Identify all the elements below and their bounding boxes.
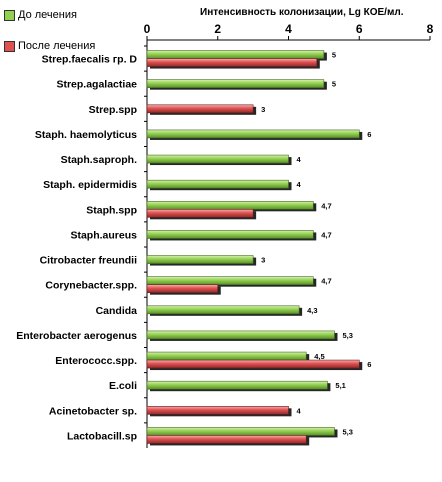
category-label: Enterococc.spp. [55, 355, 137, 367]
bar-after-treatment [146, 58, 318, 67]
data-label-before: 5,3 [342, 427, 352, 436]
bar-after-treatment [146, 406, 289, 415]
bar-before-treatment [146, 330, 335, 340]
data-label-before: 4,7 [321, 201, 331, 210]
data-label-before: 4,7 [321, 230, 331, 239]
data-label-before: 4,3 [307, 306, 317, 315]
bar-after-treatment [146, 284, 219, 293]
category-label: Staph.aureus [70, 229, 137, 241]
bar-before-treatment [146, 79, 325, 88]
category-label: Strep.faecalis гр. D [42, 54, 138, 66]
x-tick-label: 4 [285, 22, 292, 36]
data-label-before: 4,5 [314, 352, 324, 361]
bar-before-treatment [146, 129, 360, 139]
category-label: Lactobacill.sp [67, 430, 137, 442]
x-tick-label: 6 [356, 22, 363, 36]
bar-before-treatment [146, 255, 254, 264]
bar-after-treatment [146, 209, 254, 218]
category-label: Staph.saproph. [61, 154, 138, 166]
category-label: Staph. epidermidis [43, 179, 137, 191]
data-label-before: 5 [332, 51, 336, 60]
data-label-before: 3 [261, 256, 265, 265]
category-label: Staph.spp [86, 204, 137, 216]
category-label: Enterobacter aerogenus [16, 330, 137, 342]
bar-before-treatment [146, 50, 325, 59]
legend-label-before: До лечения [18, 9, 77, 21]
x-tick-label: 8 [427, 22, 434, 36]
legend-label-after: После лечения [18, 40, 96, 52]
bar-after-treatment [146, 359, 360, 369]
bar-before-treatment [146, 276, 314, 285]
data-label-before: 5,1 [335, 381, 345, 390]
data-label-after: 4 [297, 406, 302, 415]
category-label: Candida [96, 305, 138, 317]
data-label-before: 4 [297, 180, 302, 189]
data-label-before: 5,3 [342, 331, 352, 340]
bar-before-treatment [146, 201, 314, 210]
legend-swatch-green [4, 9, 15, 21]
category-label: Strep.agalactiae [56, 79, 137, 91]
category-label: Staph. haemolyticus [35, 129, 137, 141]
x-tick-label: 2 [214, 22, 221, 36]
bar-after-treatment [146, 435, 307, 444]
category-label: Corynebacter.spp. [45, 280, 137, 292]
category-label: E.coli [109, 380, 137, 392]
legend-item-before-treatment: До лечения [4, 9, 77, 21]
data-label-before: 6 [367, 130, 371, 139]
bar-before-treatment [146, 154, 289, 164]
bar-before-treatment [146, 230, 314, 239]
data-label-before: 5 [332, 80, 336, 89]
bar-before-treatment [146, 380, 328, 390]
bar-before-treatment [146, 179, 289, 189]
category-label: Acinetobacter sp. [49, 405, 137, 417]
bar-after-treatment [146, 104, 254, 114]
data-label-before: 4 [297, 155, 302, 164]
bar-before-treatment [146, 305, 300, 315]
data-label-after: 6 [367, 360, 371, 369]
data-label-before: 4,7 [321, 277, 331, 286]
data-label-after: 3 [261, 105, 265, 114]
legend-swatch-red [4, 40, 15, 52]
x-tick-label: 0 [144, 22, 151, 36]
bar-before-treatment [146, 351, 307, 361]
x-axis-title: Интенсивность колонизации, Lg КОЕ/мл. [200, 7, 404, 18]
bar-before-treatment [146, 427, 335, 436]
category-label: Strep.spp [89, 104, 137, 116]
category-label: Citrobacter freundii [40, 255, 138, 267]
legend-item-after-treatment: После лечения [4, 40, 95, 52]
